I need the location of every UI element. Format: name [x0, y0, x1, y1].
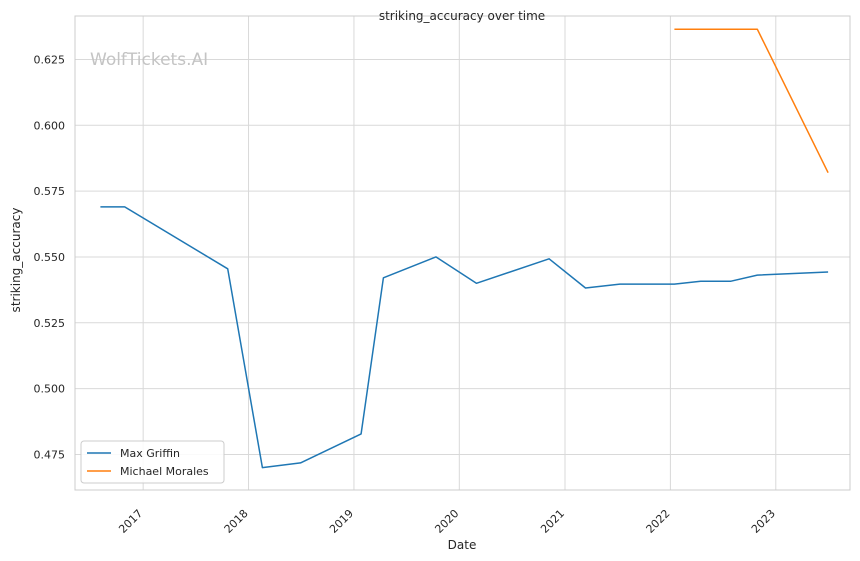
watermark: WolfTickets.AI	[90, 50, 208, 70]
y-tick-label: 0.600	[34, 119, 66, 132]
y-axis: 0.475 0.500 0.525 0.550 0.575 0.600 0.625	[34, 53, 66, 461]
x-axis-title: Date	[448, 538, 477, 552]
y-tick-label: 0.475	[34, 448, 66, 461]
series-line-max-griffin	[100, 206, 829, 469]
series	[100, 28, 829, 469]
x-tick-label: 2017	[116, 507, 145, 536]
legend-label-max-griffin: Max Griffin	[120, 447, 180, 460]
x-tick-label: 2022	[644, 507, 673, 536]
x-tick-label: 2019	[327, 507, 356, 536]
x-tick-label: 2018	[222, 507, 251, 536]
plot-frame	[74, 15, 851, 491]
x-axis: 2017 2018 2019 2020 2021 2022 2023	[116, 507, 778, 536]
x-tick-label: 2023	[749, 507, 778, 536]
y-axis-title: striking_accuracy	[9, 208, 23, 313]
y-tick-label: 0.550	[34, 251, 66, 264]
legend-box	[80, 440, 225, 484]
x-tick-label: 2021	[538, 507, 567, 536]
y-tick-label: 0.625	[34, 53, 66, 66]
x-tick-label: 2020	[432, 507, 461, 536]
legend-label-michael-morales: Michael Morales	[120, 465, 209, 478]
y-tick-label: 0.525	[34, 317, 66, 330]
series-line-michael-morales	[674, 28, 829, 174]
chart-title: striking_accuracy over time	[379, 9, 545, 23]
y-tick-label: 0.500	[34, 383, 66, 396]
grid	[75, 16, 850, 490]
y-tick-label: 0.575	[34, 185, 66, 198]
legend: Max Griffin Michael Morales	[80, 440, 225, 484]
